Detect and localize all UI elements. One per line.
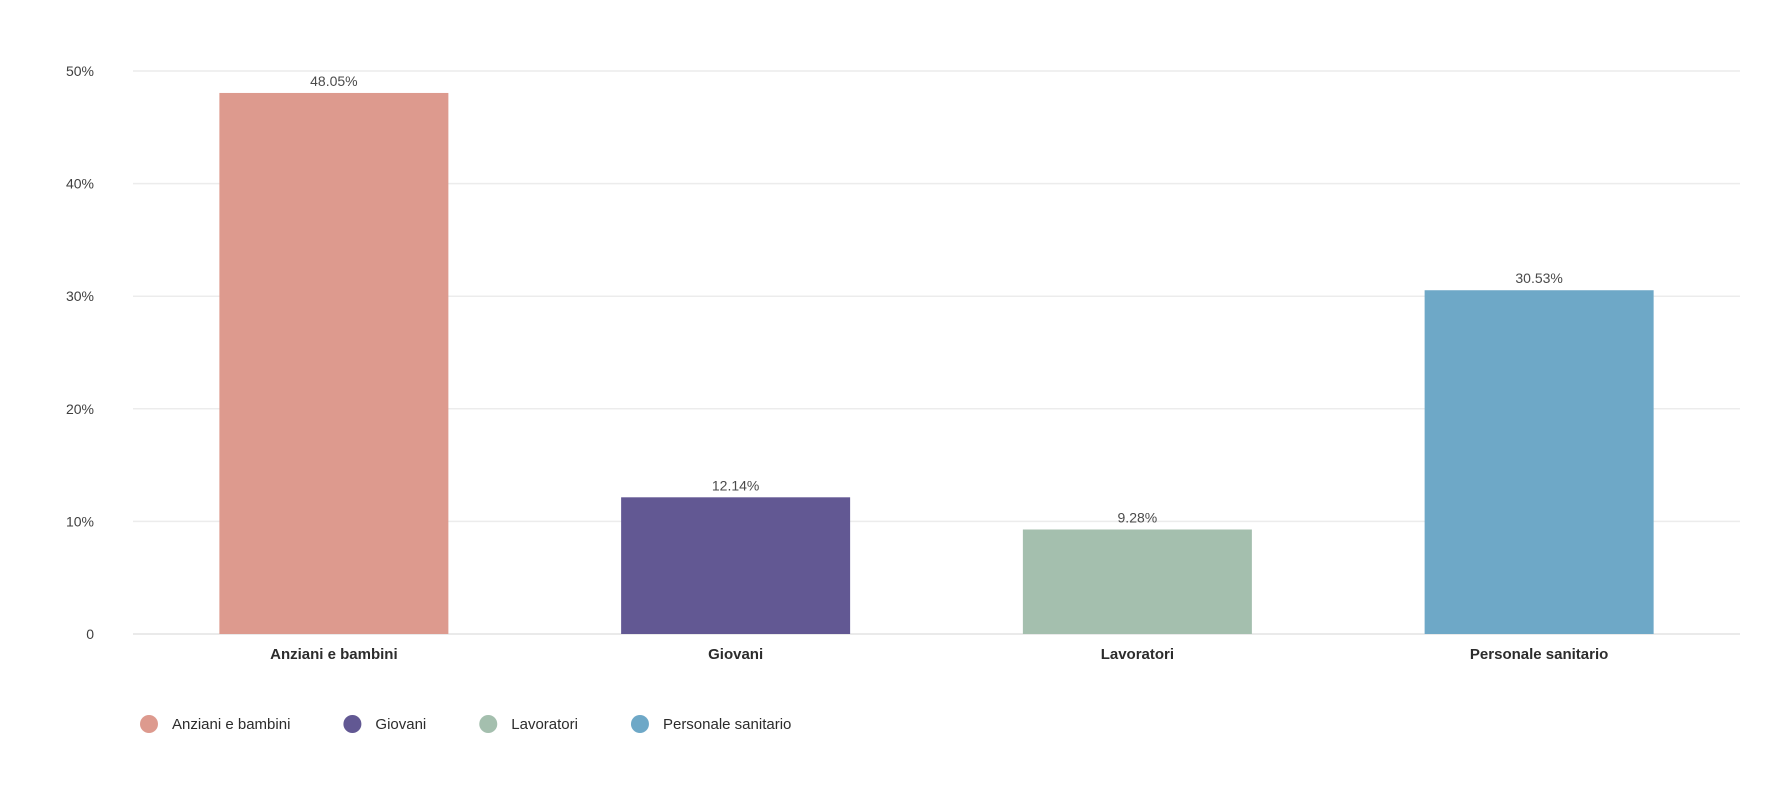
bar[interactable] [621, 497, 851, 634]
bar-value-label: 9.28% [1118, 510, 1158, 526]
legend-item-label[interactable]: Anziani e bambini [172, 716, 290, 733]
x-axis-labels: Anziani e bambini Giovani Lavoratori Person… [270, 646, 1608, 663]
x-tick-label: Giovani [708, 646, 763, 663]
y-tick-label: 0 [86, 626, 94, 642]
y-tick-label: 50% [66, 63, 94, 79]
bar[interactable] [219, 92, 449, 634]
x-tick-label: Personale sanitario [1470, 646, 1608, 663]
bars [219, 92, 1654, 634]
y-axis-ticks: 0 10% 20% 30% 40% 50% [66, 63, 94, 642]
y-tick-label: 30% [66, 288, 94, 304]
legend-item-label[interactable]: Giovani [375, 716, 426, 733]
y-tick-label: 20% [66, 401, 94, 417]
data-labels: 48.05% 12.14% 9.28% 30.53% [310, 73, 1563, 526]
legend: Anziani e bambini Giovani Lavoratori Person… [140, 715, 791, 733]
y-tick-label: 10% [66, 513, 94, 529]
bar-value-label: 48.05% [310, 73, 357, 89]
bar[interactable] [1022, 529, 1252, 634]
x-tick-label: Anziani e bambini [270, 646, 398, 663]
x-tick-label: Lavoratori [1101, 646, 1174, 663]
y-tick-label: 40% [66, 176, 94, 192]
legend-swatch [140, 715, 158, 733]
legend-swatch [630, 715, 649, 733]
legend-swatch [343, 715, 362, 733]
legend-item-label[interactable]: Lavoratori [511, 716, 578, 733]
bar-value-label: 12.14% [712, 477, 759, 493]
legend-item-label[interactable]: Personale sanitario [663, 716, 791, 733]
bar[interactable] [1424, 290, 1654, 634]
bar-value-label: 30.53% [1515, 270, 1562, 286]
legend-swatch [479, 715, 498, 733]
